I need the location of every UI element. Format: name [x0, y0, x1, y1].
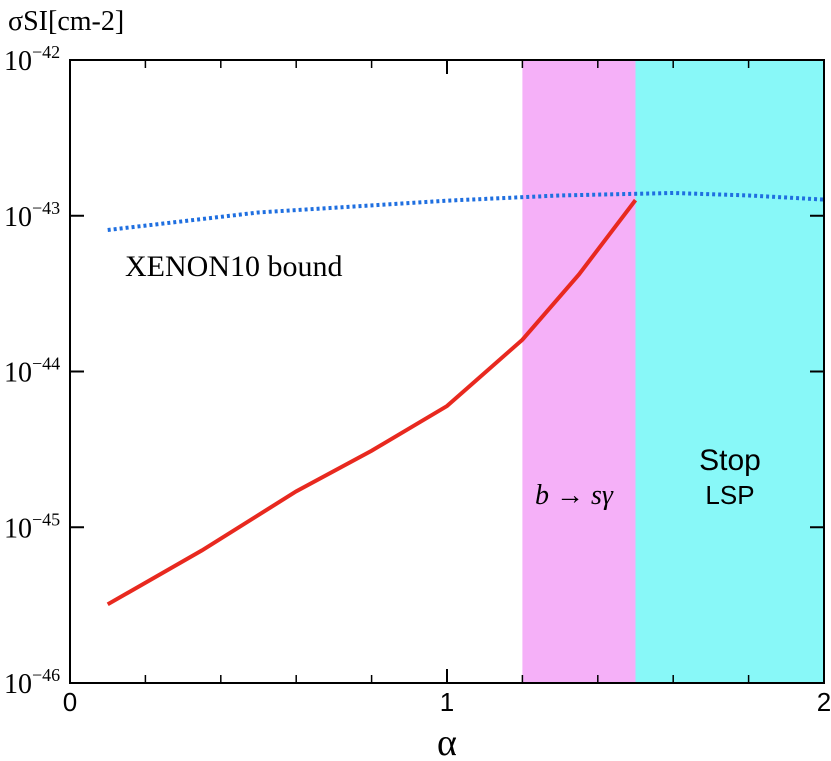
annotation: Stop — [699, 444, 761, 477]
annotation: LSP — [705, 480, 754, 510]
x-axis-label: α — [437, 722, 457, 761]
y-tick-label: 10−45 — [4, 509, 60, 544]
y-axis-label: σSI[cm-2] — [8, 6, 124, 37]
region — [635, 60, 824, 683]
x-tick-label: 2 — [817, 687, 831, 717]
x-tick-label: 1 — [440, 687, 454, 717]
annotation: XENON10 bound — [125, 250, 343, 283]
y-tick-label: 10−43 — [4, 198, 60, 233]
series-line — [106, 198, 638, 607]
y-tick-label: 10−46 — [4, 665, 60, 700]
region — [522, 60, 636, 683]
annotation: b → sγ — [535, 480, 614, 511]
series-line — [107, 190, 825, 232]
y-tick-label: 10−42 — [4, 42, 60, 77]
x-tick-label: 0 — [63, 687, 77, 717]
y-tick-label: 10−44 — [4, 354, 60, 389]
